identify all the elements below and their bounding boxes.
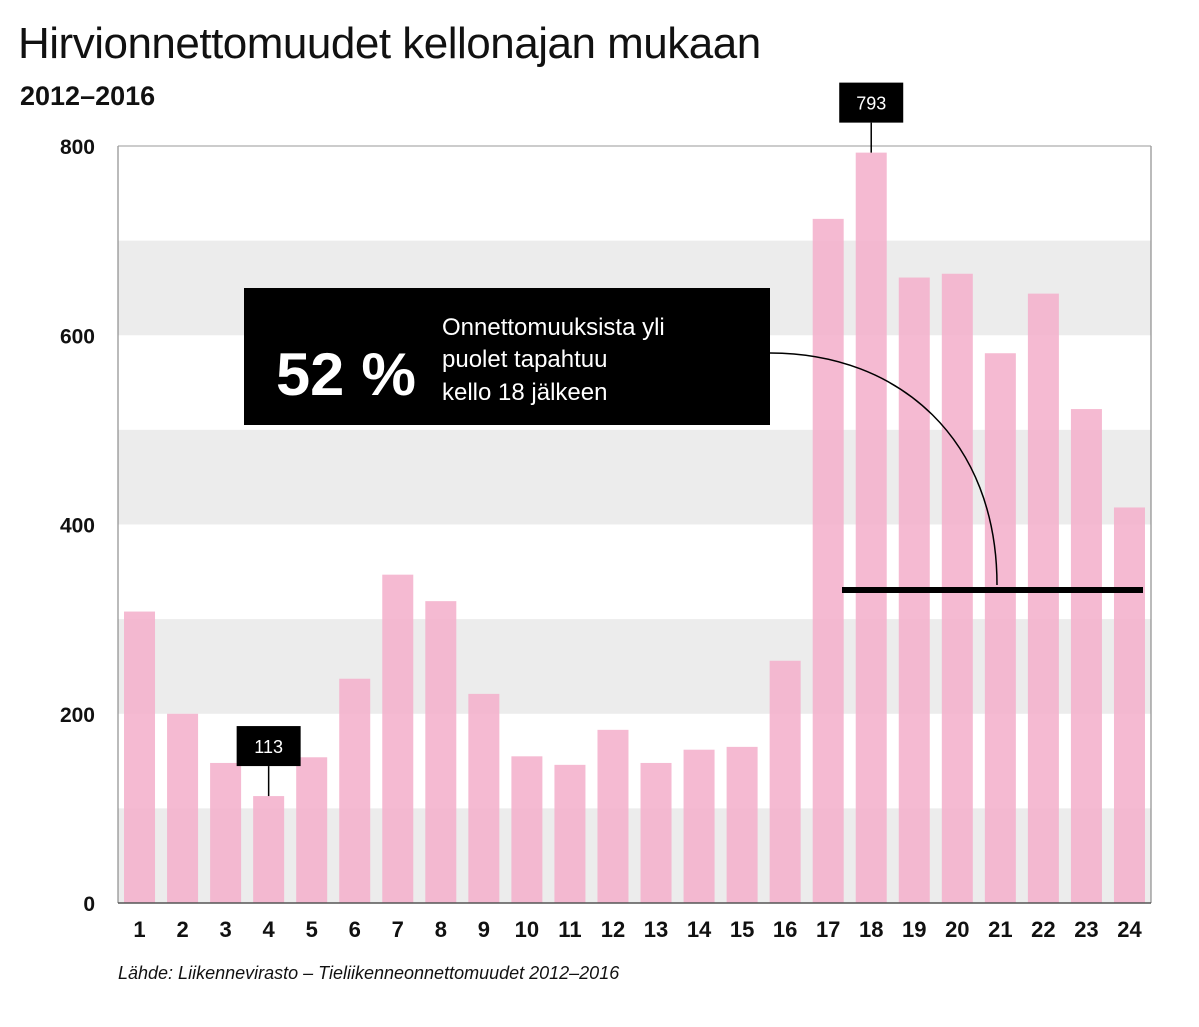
bar-hour-8 — [425, 601, 457, 903]
source-note: Lähde: Liikennevirasto – Tieliikenneonne… — [118, 963, 620, 983]
x-tick-label: 20 — [945, 917, 969, 942]
x-tick-label: 9 — [478, 917, 490, 942]
x-tick-label: 17 — [816, 917, 840, 942]
bar-hour-14 — [683, 749, 715, 903]
bar-hour-12 — [597, 729, 629, 903]
value-callout-hour-18: 793 — [839, 82, 904, 153]
callout-value: 793 — [856, 94, 886, 114]
annotation-percent: 52 % — [276, 341, 416, 408]
bar-hour-5 — [296, 757, 328, 903]
x-tick-label: 18 — [859, 917, 883, 942]
bar-hour-2 — [167, 713, 199, 903]
y-tick-label: 0 — [83, 893, 95, 916]
bar-hour-11 — [554, 764, 586, 903]
y-tick-label: 600 — [60, 325, 95, 348]
bar-hour-1 — [124, 611, 156, 903]
grid-band — [118, 808, 1151, 903]
annotation-connector-arc — [769, 352, 998, 586]
bar-hour-9 — [468, 693, 500, 903]
value-callouts: 113 793 — [236, 82, 904, 797]
annotation-box: 52 % Onnettomuuksista yli puolet tapahtu… — [244, 288, 770, 425]
bar-hour-4 — [253, 796, 285, 903]
x-tick-label: 24 — [1117, 917, 1142, 942]
callout-box — [839, 82, 904, 123]
y-tick-label: 800 — [60, 136, 95, 159]
bar-hour-15 — [726, 746, 758, 903]
x-tick-label: 16 — [773, 917, 797, 942]
bar-hour-6 — [339, 678, 371, 903]
x-tick-label: 3 — [219, 917, 231, 942]
x-tick-label: 13 — [644, 917, 668, 942]
x-tick-label: 15 — [730, 917, 754, 942]
x-tick-label: 23 — [1074, 917, 1098, 942]
bar-hour-24 — [1113, 507, 1145, 903]
grid-band — [118, 619, 1151, 714]
y-tick-label: 400 — [60, 515, 95, 538]
x-tick-label: 10 — [515, 917, 539, 942]
chart-title: Hirvionnettomuudet kellonajan mukaan — [18, 19, 761, 68]
bar-hour-22 — [1027, 293, 1059, 903]
x-axis-ticks: 1 2 3 4 5 6 7 8 9 10 11 12 13 14 15 16 17 18 19 20 21 22 23 24 — [133, 917, 1142, 942]
x-tick-label: 7 — [392, 917, 404, 942]
x-tick-label: 19 — [902, 917, 926, 942]
bar-hour-21 — [984, 353, 1016, 903]
x-tick-label: 14 — [687, 917, 712, 942]
x-tick-label: 4 — [263, 917, 276, 942]
chart-subtitle: 2012–2016 — [20, 81, 156, 111]
x-tick-label: 5 — [306, 917, 318, 942]
x-tick-label: 6 — [349, 917, 361, 942]
annotation-line-3: kello 18 jälkeen — [442, 379, 607, 406]
y-axis-ticks: 0 200 400 600 800 — [60, 136, 95, 916]
x-tick-label: 11 — [558, 917, 581, 942]
annotation-line-1: Onnettomuuksista yli — [442, 314, 665, 341]
x-tick-label: 21 — [988, 917, 1012, 942]
grid-bands — [118, 240, 1151, 903]
grid-band — [118, 429, 1151, 525]
bar-hour-13 — [640, 762, 672, 903]
y-tick-label: 200 — [60, 704, 95, 727]
bar-hour-16 — [769, 660, 801, 903]
x-tick-label: 1 — [133, 917, 145, 942]
x-tick-label: 22 — [1031, 917, 1055, 942]
bar-hour-7 — [382, 574, 414, 903]
bar-hour-3 — [210, 762, 242, 903]
value-callout-hour-4: 113 — [236, 726, 301, 797]
x-tick-label: 12 — [601, 917, 625, 942]
plot-frame — [117, 145, 1152, 904]
bar-hour-23 — [1070, 409, 1102, 903]
bar-hour-10 — [511, 756, 543, 903]
callout-value: 113 — [254, 737, 283, 757]
annotation-line-2: puolet tapahtuu — [442, 346, 607, 373]
x-tick-label: 2 — [176, 917, 188, 942]
bar-hour-18 — [855, 152, 887, 903]
bar-hour-17 — [812, 218, 844, 903]
callout-box — [236, 726, 301, 767]
annotation-background — [244, 288, 770, 425]
x-tick-label: 8 — [435, 917, 447, 942]
